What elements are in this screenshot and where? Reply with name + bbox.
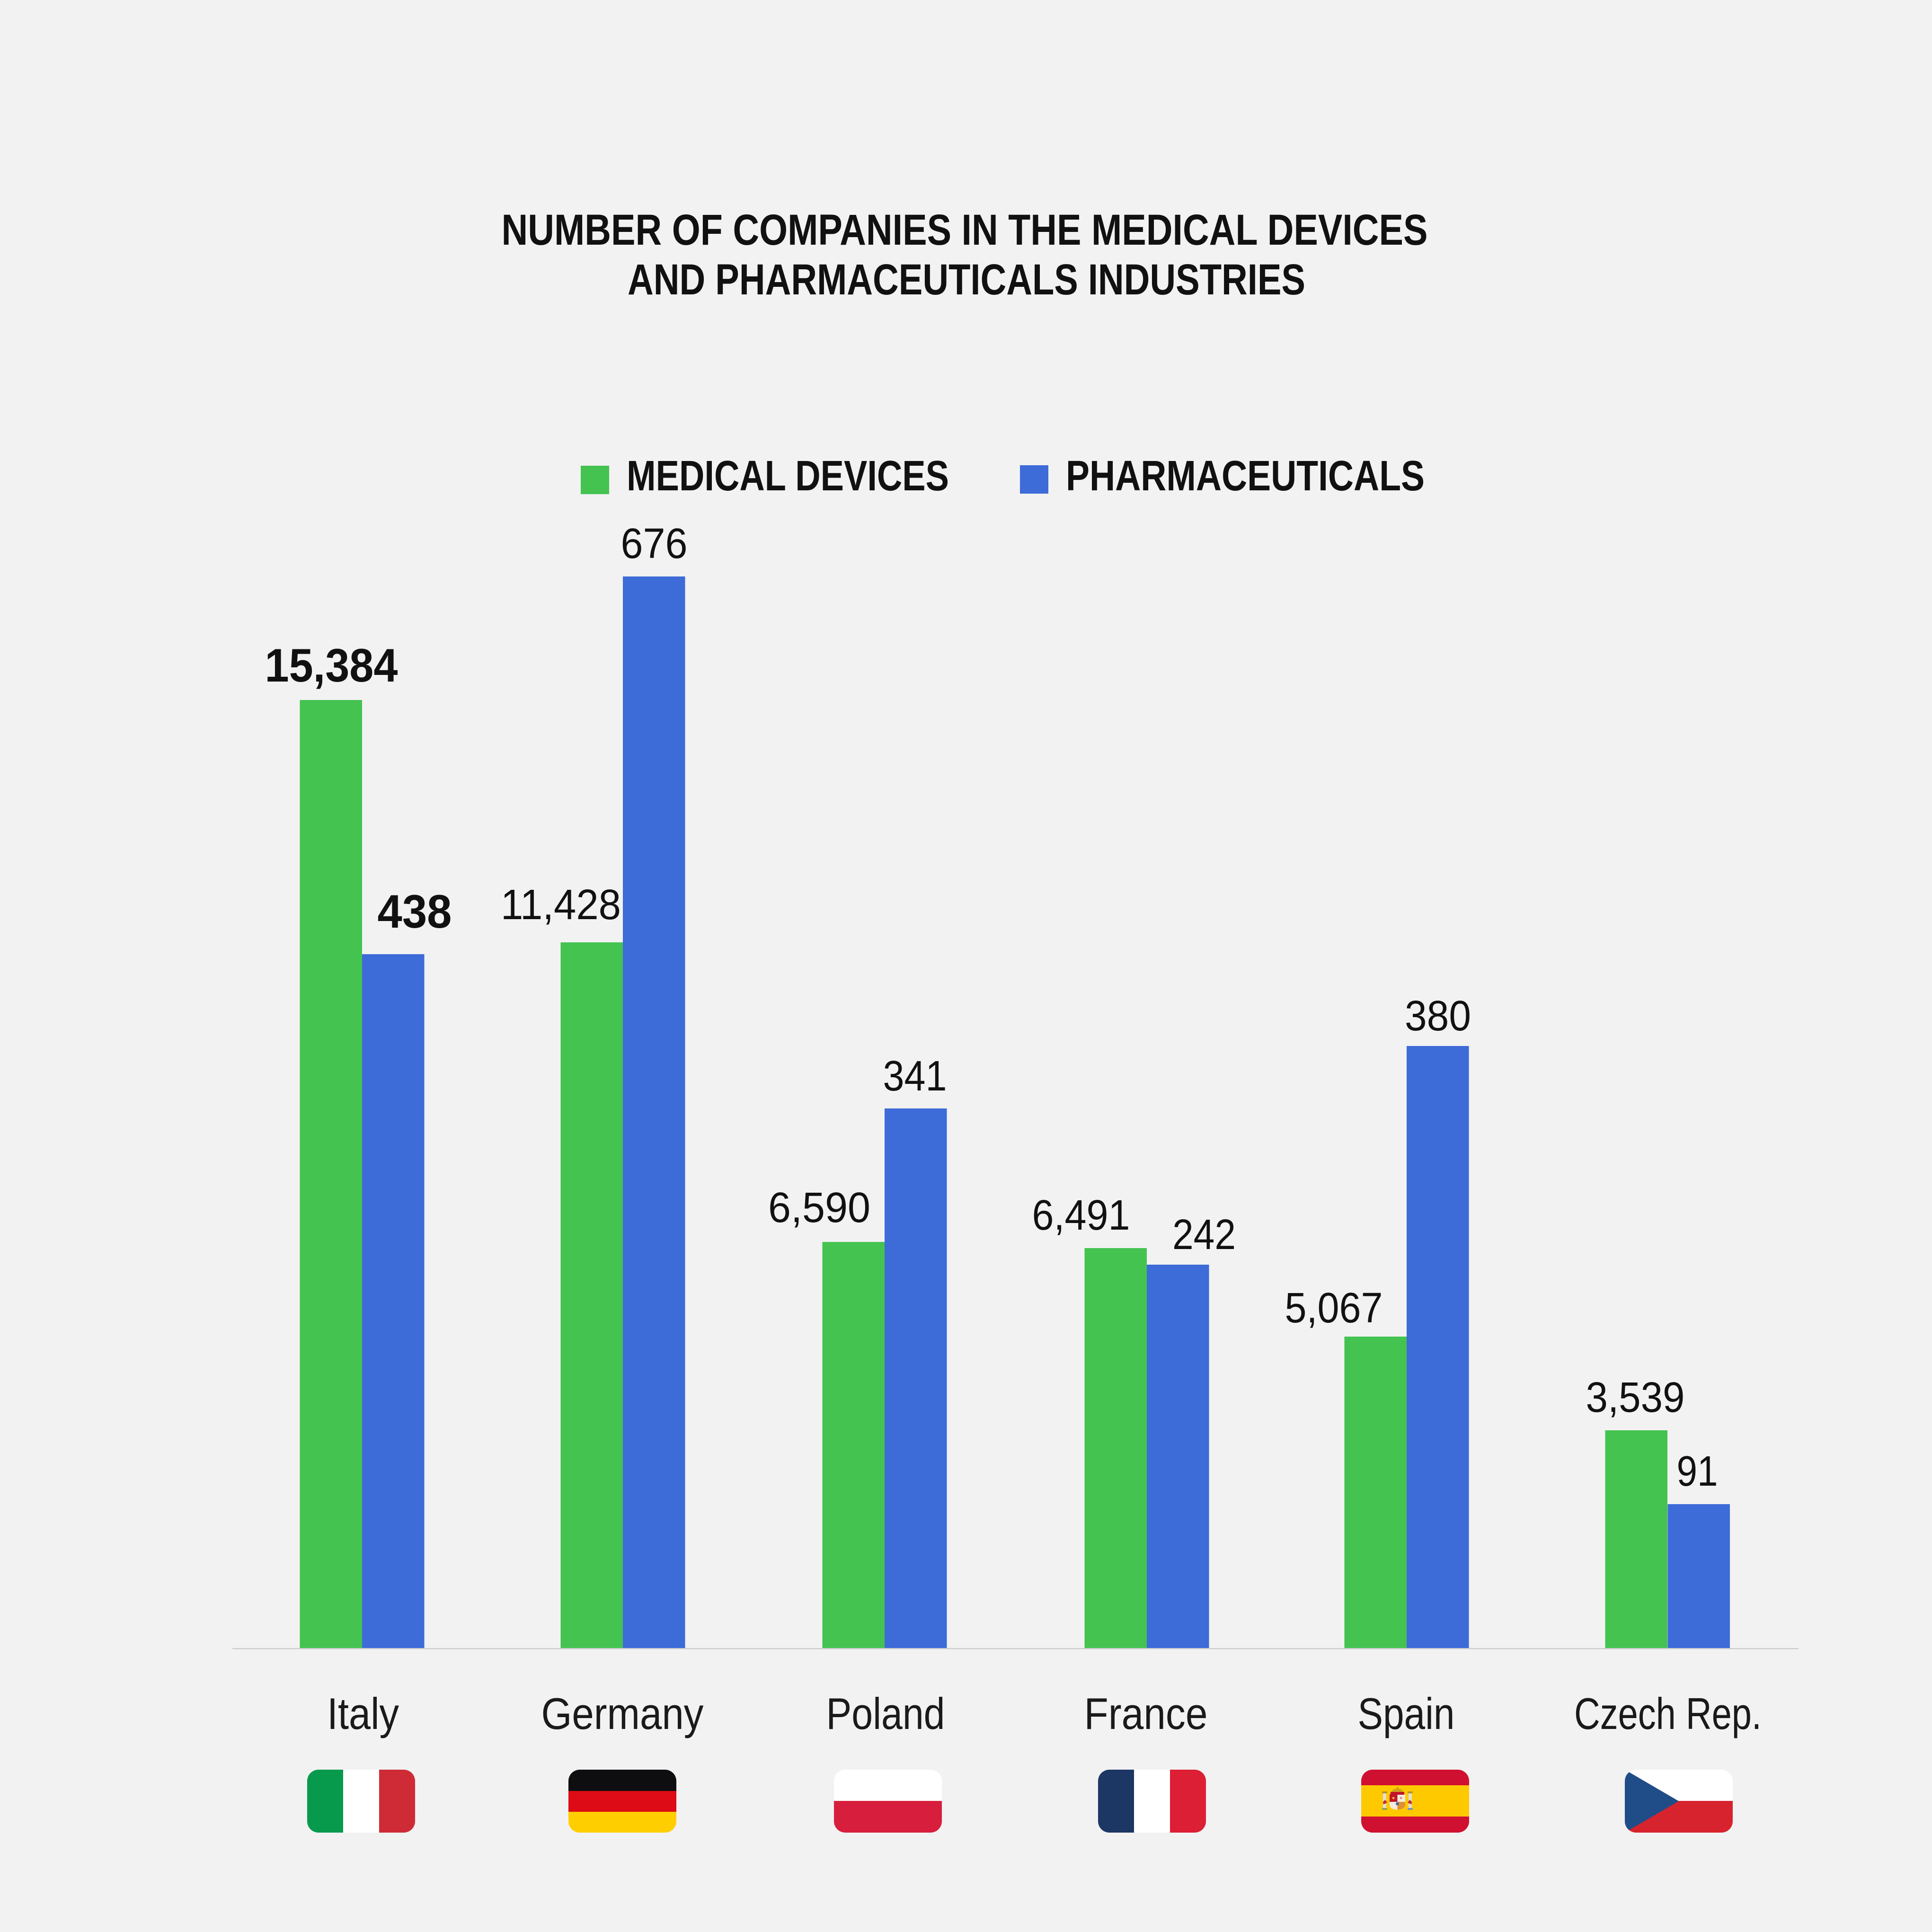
svg-text:NUMBER OF COMPANIES IN THE MED: NUMBER OF COMPANIES IN THE MEDICAL DEVIC… — [502, 206, 1428, 254]
svg-text:MEDICAL DEVICES: MEDICAL DEVICES — [627, 452, 949, 500]
svg-text:676: 676 — [621, 520, 688, 567]
svg-text:438: 438 — [378, 885, 452, 938]
svg-text:PHARMACEUTICALS: PHARMACEUTICALS — [1066, 452, 1425, 500]
svg-text:Czech Rep.: Czech Rep. — [1574, 1689, 1762, 1738]
svg-text:Germany: Germany — [541, 1689, 704, 1738]
svg-text:Poland: Poland — [826, 1689, 945, 1738]
svg-text:AND PHARMACEUTICALS INDUSTRIES: AND PHARMACEUTICALS INDUSTRIES — [628, 256, 1305, 304]
svg-text:Italy: Italy — [327, 1689, 399, 1738]
svg-text:91: 91 — [1677, 1448, 1718, 1495]
svg-text:France: France — [1084, 1689, 1208, 1738]
svg-text:380: 380 — [1405, 993, 1471, 1040]
svg-text:11,428: 11,428 — [501, 881, 621, 929]
svg-text:6,590: 6,590 — [768, 1184, 870, 1232]
svg-text:5,067: 5,067 — [1285, 1285, 1383, 1332]
svg-text:15,384: 15,384 — [265, 639, 398, 691]
svg-text:242: 242 — [1172, 1211, 1236, 1258]
svg-text:6,491: 6,491 — [1032, 1192, 1130, 1239]
svg-text:3,539: 3,539 — [1586, 1374, 1685, 1421]
svg-text:341: 341 — [883, 1053, 947, 1100]
svg-text:Spain: Spain — [1358, 1689, 1455, 1738]
